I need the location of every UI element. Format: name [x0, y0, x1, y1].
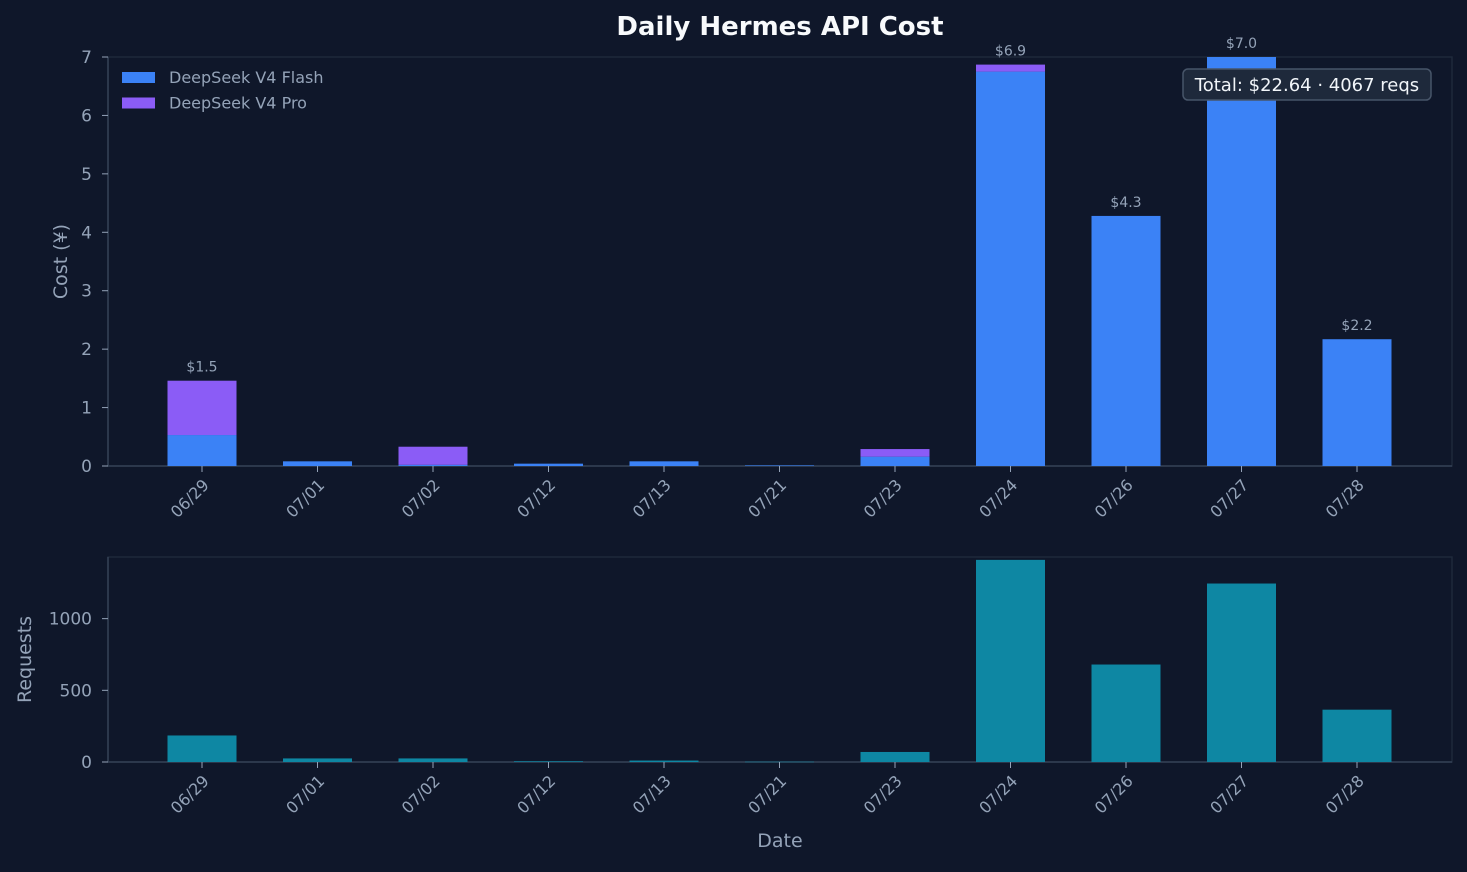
- cost-data-label: $7.0: [1226, 36, 1257, 52]
- cost-bar-flash-07-28: [1322, 339, 1392, 466]
- cost-y-tick-label: 3: [81, 282, 92, 302]
- cost-y-tick-label: 6: [81, 106, 92, 126]
- cost-bar-flash-07-23: [860, 456, 930, 466]
- requests-x-tick-label: 07/24: [975, 771, 1021, 817]
- cost-x-tick-label: 06/29: [167, 475, 213, 521]
- cost-y-tick-label: 4: [81, 223, 92, 243]
- cost-bar-pro-07-23: [860, 449, 930, 457]
- requests-x-tick-label: 07/13: [629, 771, 675, 817]
- chart-title: Daily Hermes API Cost: [616, 12, 943, 42]
- legend-entry: DeepSeek V4 Flash: [169, 68, 324, 87]
- requests-bar-07-24: [976, 559, 1045, 762]
- cost-bar-flash-07-01: [283, 461, 352, 466]
- cost-bar-pro-07-02: [398, 446, 468, 465]
- cost-x-tick-label: 07/01: [282, 475, 328, 521]
- requests-y-tick-label: 1000: [49, 610, 92, 630]
- requests-x-tick-label: 07/23: [860, 771, 906, 817]
- cost-x-tick-label: 07/13: [629, 475, 675, 521]
- cost-bar-flash-07-13: [629, 461, 699, 466]
- total-annotation-text: Total: $22.64 · 4067 reqs: [1194, 75, 1419, 96]
- cost-data-label: $1.5: [186, 360, 217, 376]
- requests-bar-07-23: [860, 751, 930, 762]
- cost-x-tick-label: 07/02: [398, 475, 444, 521]
- requests-x-tick-label: 07/01: [282, 771, 328, 817]
- cost-data-label: $2.2: [1341, 318, 1372, 334]
- cost-y-tick-label: 5: [81, 165, 92, 185]
- cost-data-label: $6.9: [995, 44, 1026, 60]
- requests-bar-07-13: [629, 760, 699, 762]
- cost-data-label: $4.3: [1110, 195, 1141, 211]
- requests-x-tick-label: 07/12: [513, 771, 559, 817]
- cost-y-tick-label: 1: [81, 399, 92, 419]
- requests-bar-07-27: [1207, 583, 1276, 762]
- total-annotation-box: [1182, 68, 1432, 101]
- cost-y-tick-label: 7: [81, 48, 92, 68]
- requests-x-tick-label: 07/27: [1206, 771, 1252, 817]
- cost-y-tick-label: 0: [81, 457, 92, 477]
- total-annotation: Total: $22.64 · 4067 reqs: [1182, 68, 1432, 101]
- cost-x-tick-label: 07/24: [975, 475, 1021, 521]
- cost-x-tick-label: 07/28: [1322, 475, 1368, 521]
- legend-swatch: [122, 72, 155, 83]
- requests-y-axis-label: Requests: [14, 616, 36, 703]
- cost-bar-flash-07-12: [514, 463, 583, 466]
- requests-x-tick-label: 07/26: [1091, 771, 1137, 817]
- requests-x-tick-label: 07/02: [398, 771, 444, 817]
- cost-x-tick-label: 07/27: [1206, 475, 1252, 521]
- requests-bar-07-28: [1322, 709, 1392, 762]
- cost-y-axis-label: Cost (¥): [50, 224, 72, 299]
- requests-x-tick-label: 07/28: [1322, 771, 1368, 817]
- requests-x-tick-label: 06/29: [167, 771, 213, 817]
- cost-y-tick-label: 2: [81, 340, 92, 360]
- requests-bar-07-12: [514, 761, 583, 762]
- cost-bar-pro-06-29: [167, 380, 237, 436]
- requests-y-tick-label: 500: [60, 681, 92, 701]
- requests-bar-07-01: [283, 758, 352, 762]
- cost-x-tick-label: 07/26: [1091, 475, 1137, 521]
- requests-bar-06-29: [167, 735, 237, 762]
- requests-y-tick-label: 0: [81, 753, 92, 773]
- cost-bar-flash-07-21: [745, 465, 814, 466]
- cost-legend: DeepSeek V4 Flash DeepSeek V4 Pro: [122, 68, 324, 113]
- cost-x-tick-label: 07/12: [513, 475, 559, 521]
- cost-bar-flash-06-29: [167, 435, 237, 466]
- requests-x-tick-label: 07/21: [744, 771, 790, 817]
- cost-bar-flash-07-24: [976, 71, 1045, 466]
- cost-bar-flash-07-02: [398, 464, 468, 466]
- requests-bar-07-21: [745, 761, 814, 763]
- cost-x-tick-label: 07/23: [860, 475, 906, 521]
- requests-bar-07-26: [1091, 664, 1161, 762]
- requests-bar-07-02: [398, 758, 468, 762]
- requests-x-axis-label: Date: [757, 830, 802, 852]
- cost-bar-flash-07-26: [1091, 215, 1161, 466]
- legend-entry: DeepSeek V4 Pro: [169, 94, 307, 113]
- cost-x-tick-label: 07/21: [744, 475, 790, 521]
- legend-swatch: [122, 97, 155, 109]
- cost-bar-flash-07-27: [1207, 57, 1276, 466]
- cost-bar-pro-07-24: [976, 64, 1045, 72]
